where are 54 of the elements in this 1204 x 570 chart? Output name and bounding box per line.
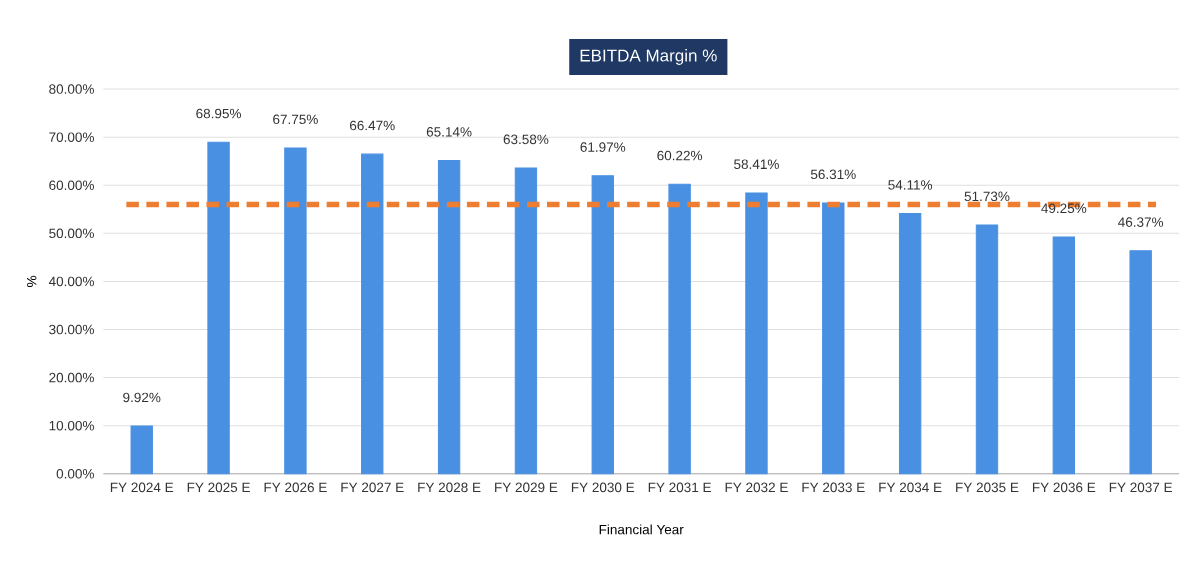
y-tick-label: 20.00%: [49, 372, 94, 383]
bar: [437, 160, 461, 475]
bar: [361, 153, 384, 475]
x-tick-label: FY 2036 E: [1032, 482, 1096, 493]
data-label: 54.11%: [888, 180, 933, 190]
data-label: 46.37%: [1118, 217, 1164, 227]
bar: [1052, 236, 1076, 475]
y-tick-label: 40.00%: [48, 276, 94, 287]
y-tick-label: 30.00%: [49, 324, 94, 335]
bar: [591, 175, 614, 475]
data-label: 9.92%: [123, 392, 161, 403]
bar: [745, 192, 768, 475]
x-tick-label: FY 2032 E: [725, 482, 788, 493]
bar: [822, 202, 845, 475]
data-label: 61.97%: [580, 142, 626, 152]
bar: [668, 183, 691, 475]
data-label: 68.95%: [196, 108, 242, 119]
x-tick-label: FY 2037 E: [1109, 482, 1173, 493]
bar: [284, 147, 307, 475]
y-tick-label: 0.00%: [56, 469, 94, 479]
x-tick-label: FY 2034 E: [879, 482, 942, 493]
x-tick-label: FY 2024 E: [110, 482, 174, 493]
bar: [514, 167, 538, 475]
bar: [1129, 250, 1152, 475]
data-label: 49.25%: [1041, 203, 1087, 214]
bar: [898, 213, 922, 475]
x-tick-label: FY 2026 E: [264, 482, 327, 493]
y-tick-label: 50.00%: [49, 228, 94, 239]
bar: [207, 141, 230, 475]
x-tick-label: FY 2035 E: [956, 482, 1019, 493]
data-label: 51.73%: [964, 191, 1010, 202]
data-label: 66.47%: [349, 120, 395, 131]
data-label: 63.58%: [503, 134, 549, 145]
data-label: 58.41%: [734, 159, 779, 170]
bar: [975, 224, 999, 475]
bar: [130, 425, 153, 475]
x-axis-title: Financial Year: [599, 524, 684, 535]
x-tick-label: FY 2033 E: [802, 482, 865, 493]
x-tick-label: FY 2025 E: [187, 482, 250, 493]
y-tick-label: 10.00%: [49, 420, 94, 431]
x-tick-label: FY 2027 E: [341, 482, 404, 493]
chart-title: EBITDA Margin %: [580, 49, 717, 65]
x-tick-label: FY 2030 E: [571, 482, 635, 493]
data-label: 65.14%: [426, 127, 472, 137]
data-label: 56.31%: [810, 169, 856, 180]
y-axis-title: %: [26, 275, 37, 287]
y-tick-label: 80.00%: [49, 84, 94, 94]
x-tick-label: FY 2029 E: [495, 482, 558, 493]
x-tick-label: FY 2031 E: [648, 482, 711, 493]
y-tick-label: 70.00%: [49, 132, 94, 142]
data-label: 60.22%: [657, 150, 703, 161]
data-label: 67.75%: [273, 114, 318, 125]
y-tick-label: 60.00%: [49, 180, 94, 191]
x-tick-label: FY 2028 E: [418, 482, 481, 493]
